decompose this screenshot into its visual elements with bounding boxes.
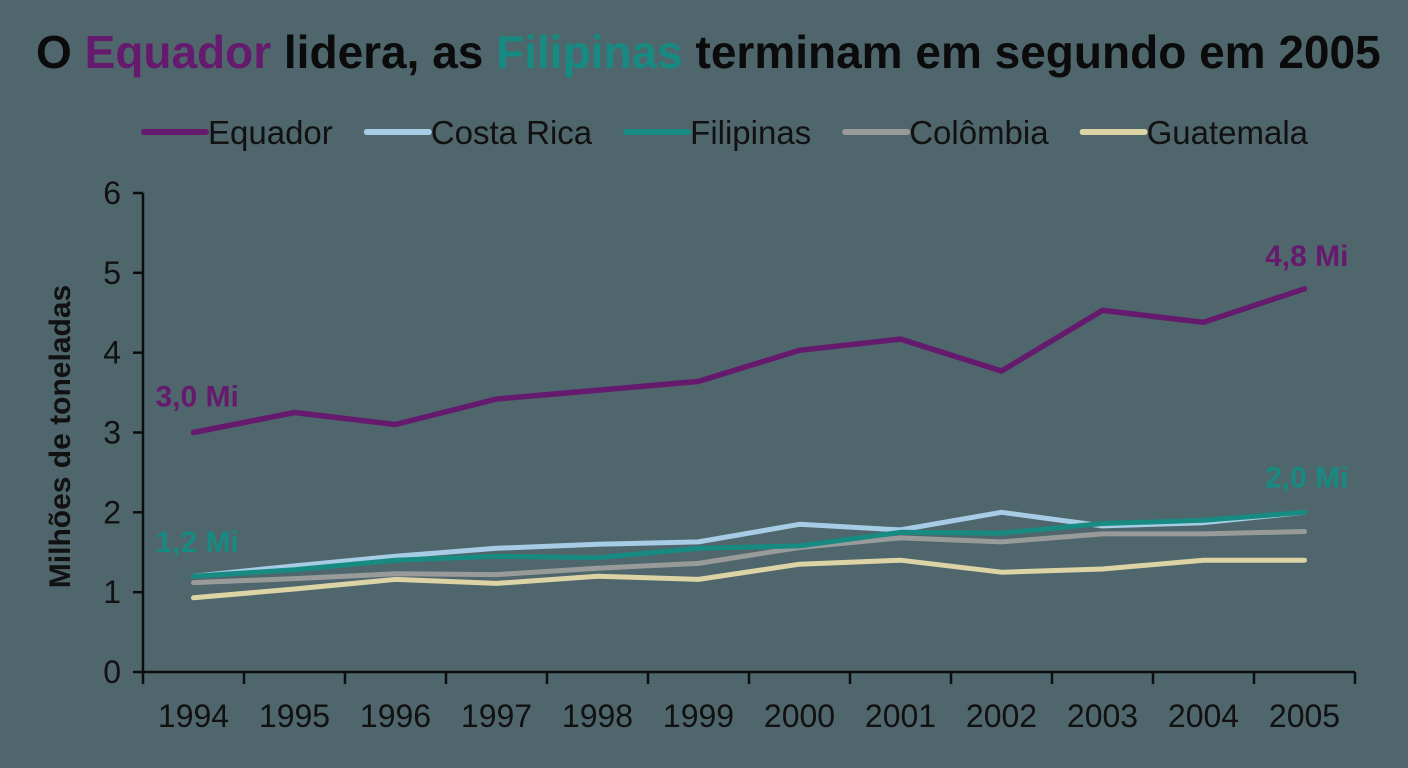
legend: Equador Costa Rica Filipinas Colômbia Guatem… [141,114,1309,151]
series-lines [190,286,1308,601]
x-tick-label: 2004 [1168,698,1239,734]
annotation-label: 3,0 Mi [156,381,239,414]
legend-label-guatemala: Guatemala [1147,114,1309,151]
annotation-label: 4,8 Mi [1265,240,1348,273]
x-tick-label: 1995 [259,698,330,734]
x-tick-label: 2003 [1067,698,1138,734]
y-tick-label: 1 [103,574,121,610]
x-tick-label: 1994 [158,698,229,734]
legend-label-equador: Equador [208,114,333,151]
series-line-filipinas [191,509,1307,579]
title-highlight-equador: Equador [85,26,272,78]
y-axis-label: Milhões de toneladas [44,285,77,588]
y-tick-label: 6 [103,175,121,211]
title-suffix: terminam em segundo em 2005 [683,26,1381,78]
y-tick-label: 3 [103,415,121,451]
y-tick-label: 0 [103,654,121,690]
series-line-guatemala [191,557,1307,601]
x-tick-label: 2005 [1269,698,1340,734]
x-tick-label: 1999 [663,698,734,734]
title-middle: lidera, as [271,26,496,78]
annotation-label: 2,0 Mi [1265,461,1348,494]
series-line-equador [190,286,1308,436]
chart-title: O Equador lidera, as Filipinas terminam … [36,26,1381,78]
axes: 0 1 2 3 4 5 6 1994 1995 1996 1997 1998 1999 2000 2001 2… [44,175,1357,734]
x-tick-label: 2000 [764,698,835,734]
x-tick-label: 2001 [865,698,936,734]
title-prefix: O [36,26,85,78]
legend-label-colombia: Colômbia [909,114,1049,151]
legend-label-costa-rica: Costa Rica [431,114,593,151]
legend-label-filipinas: Filipinas [690,114,811,151]
title-highlight-filipinas: Filipinas [496,26,683,78]
y-tick-label: 4 [103,335,121,371]
annotation-label: 1,2 Mi [156,526,239,559]
x-tick-label: 1997 [461,698,532,734]
series-line-colombia [191,529,1307,586]
x-tick-label: 1998 [562,698,633,734]
x-tick-label: 1996 [360,698,431,734]
y-tick-label: 2 [103,494,121,530]
x-tick-label: 2002 [966,698,1037,734]
y-tick-label: 5 [103,255,121,291]
annotations: 3,0 Mi 4,8 Mi 1,2 Mi 2,0 Mi [156,240,1349,559]
